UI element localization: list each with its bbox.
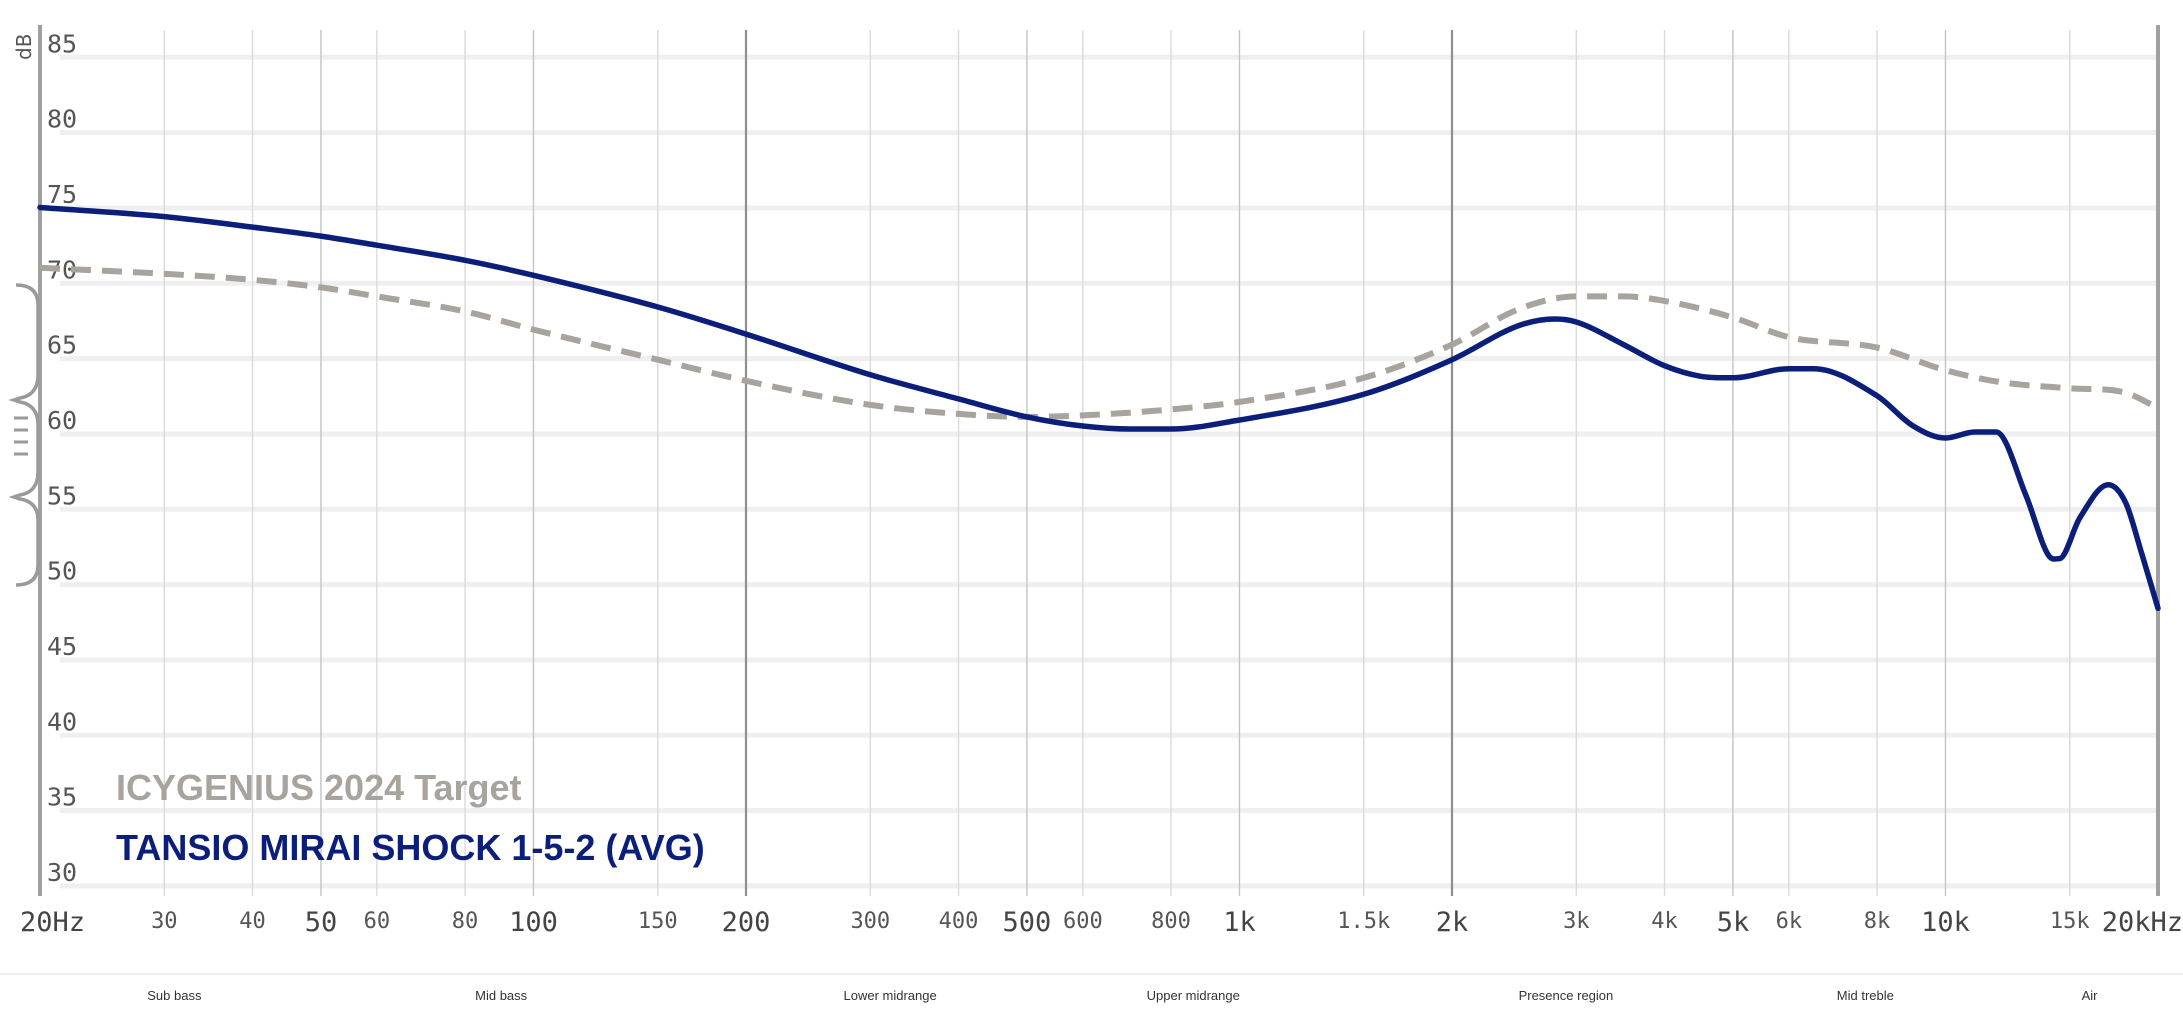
phone-curve (37, 204, 2161, 612)
region-label: Upper midrange (1147, 988, 1240, 1003)
x-tick-label: 20Hz (20, 907, 85, 938)
frequency-regions: Sub bass Mid bass Lower midrange Upper midr… (147, 988, 2098, 1003)
axes (0, 25, 2183, 975)
y-tick-label: 30 (47, 858, 77, 887)
legend-phone-label[interactable]: TANSIO MIRAI SHOCK 1-5-2 (AVG) (116, 827, 705, 868)
x-tick-label: 6k (1776, 909, 1803, 934)
x-tick-label: 100 (509, 907, 558, 938)
curves (37, 204, 2161, 612)
y-tick-label: 50 (47, 557, 77, 586)
y-tick-label: 35 (47, 783, 77, 812)
x-tick-label: 400 (939, 909, 979, 934)
x-tick-label: 600 (1063, 909, 1103, 934)
x-tick-label: 80 (452, 909, 479, 934)
x-tick-label: 8k (1864, 909, 1891, 934)
horizontal-gridlines (60, 54, 2158, 889)
y-tick-label: 55 (47, 481, 77, 510)
legend-target-label[interactable]: ICYGENIUS 2024 Target (116, 767, 521, 808)
y-tick-label: 80 (47, 105, 77, 134)
handle-bracket (8, 283, 40, 587)
x-tick-label: 40 (239, 909, 266, 934)
region-label: Lower midrange (843, 988, 936, 1003)
y-tick-label: 65 (47, 331, 77, 360)
x-tick-label: 3k (1563, 909, 1590, 934)
y-tick-label: 75 (47, 180, 77, 209)
x-axis-ticks: 20Hz 30 40 50 60 80 100 150 200 300 400 500 600 800 1k… (20, 907, 2183, 938)
region-label: Presence region (1519, 988, 1614, 1003)
x-tick-label: 150 (638, 909, 678, 934)
y-tick-label: 60 (47, 406, 77, 435)
x-tick-label: 300 (850, 909, 890, 934)
x-tick-label: 30 (151, 909, 178, 934)
x-tick-label: 4k (1651, 909, 1678, 934)
y-tick-label: 85 (47, 29, 77, 58)
y-tick-label: 40 (47, 707, 77, 736)
x-tick-label: 200 (722, 907, 771, 938)
x-tick-label: 50 (305, 907, 338, 938)
x-tick-label: 5k (1717, 907, 1750, 938)
x-tick-label: 500 (1003, 907, 1052, 938)
x-tick-label: 1k (1223, 907, 1256, 938)
target-curve (39, 264, 2160, 420)
x-tick-label: 20kHz (2102, 907, 2183, 938)
y-axis-label: dB (12, 34, 36, 60)
x-tick-label: 60 (364, 909, 391, 934)
x-tick-label: 800 (1151, 909, 1191, 934)
region-label: Mid treble (1837, 988, 1894, 1003)
region-label: Mid bass (475, 988, 528, 1003)
normalize-drag-handle[interactable] (8, 283, 40, 587)
x-tick-label: 15k (2050, 909, 2090, 934)
x-tick-label: 2k (1436, 907, 1469, 938)
region-label: Air (2082, 988, 2099, 1003)
x-tick-label: 1.5k (1337, 909, 1390, 934)
y-tick-label: 45 (47, 632, 77, 661)
x-tick-label: 10k (1921, 907, 1970, 938)
region-label: Sub bass (147, 988, 202, 1003)
